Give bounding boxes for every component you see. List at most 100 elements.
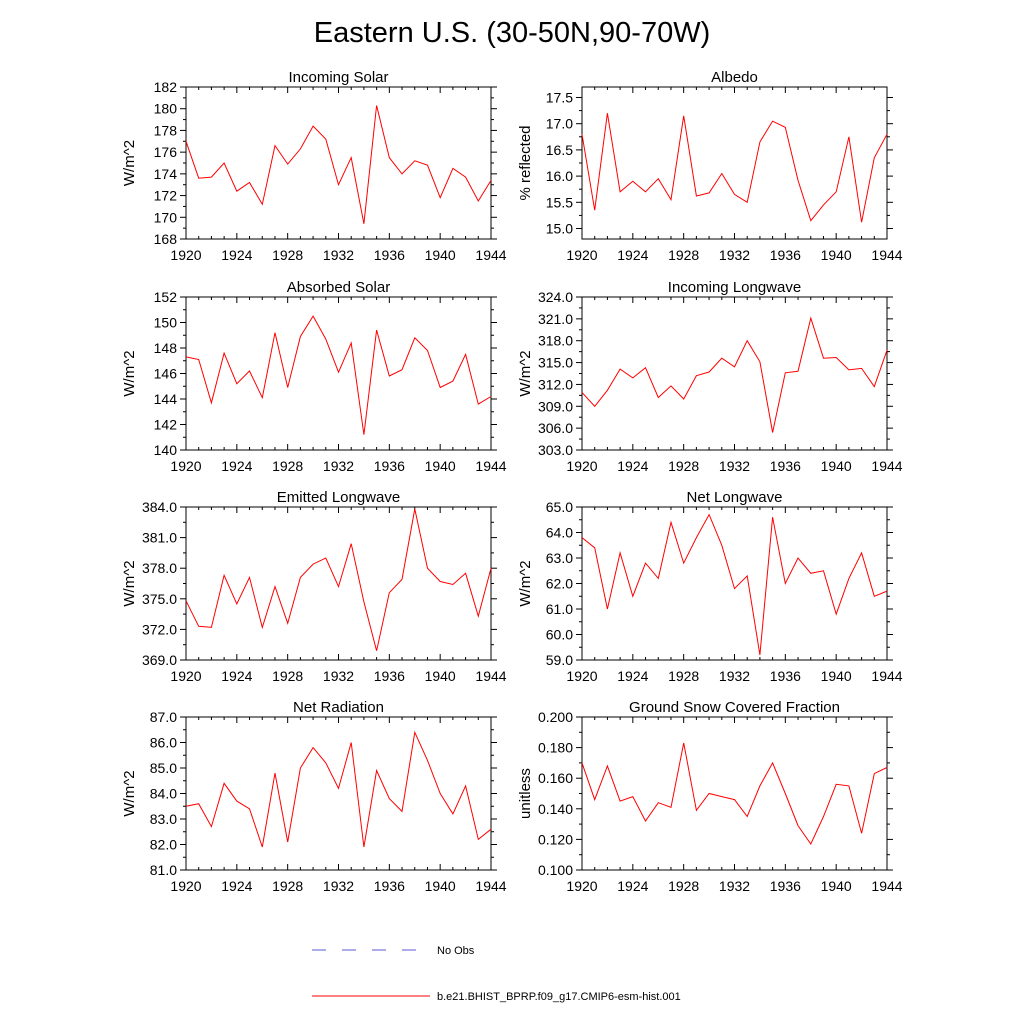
y-tick-label: 16.0 xyxy=(546,168,573,184)
y-tick-label: 84.0 xyxy=(150,786,177,802)
y-tick-label: 312.0 xyxy=(538,376,573,392)
y-tick-label: 369.0 xyxy=(142,652,177,668)
x-tick-label: 1944 xyxy=(871,878,902,894)
y-tick-label: 306.0 xyxy=(538,420,573,436)
legend: No Obs b.e21.BHIST_BPRP.f09_g17.CMIP6-es… xyxy=(312,945,681,1003)
series-line xyxy=(581,513,888,655)
y-tick-label: 60.0 xyxy=(546,627,573,643)
y-tick-label: 140 xyxy=(154,442,178,458)
y-axis-label: W/m^2 xyxy=(121,140,138,186)
y-tick-label: 148 xyxy=(154,340,178,356)
y-tick-label: 81.0 xyxy=(150,862,177,878)
y-tick-label: 85.0 xyxy=(150,760,177,776)
x-tick-label: 1944 xyxy=(475,878,506,894)
y-tick-label: 61.0 xyxy=(546,601,573,617)
panel-title: Emitted Longwave xyxy=(277,489,400,506)
panel-5: Net Longwave 1920 1924 1928 1932 1936 1940 1944… xyxy=(517,489,903,684)
x-tick-label: 1936 xyxy=(770,878,801,894)
y-tick-label: 315.0 xyxy=(538,355,573,371)
y-tick-label: 172 xyxy=(154,188,178,204)
series-line xyxy=(185,508,492,651)
x-tick-label: 1936 xyxy=(374,668,405,684)
panel-0: Incoming Solar 1920 1924 1928 1932 1936 1940 19… xyxy=(121,69,507,263)
x-tick-label: 1920 xyxy=(566,668,597,684)
x-tick-label: 1932 xyxy=(719,878,750,894)
x-tick-label: 1920 xyxy=(566,878,597,894)
y-tick-label: 381.0 xyxy=(142,530,177,546)
x-tick-label: 1940 xyxy=(425,878,456,894)
y-tick-label: 375.0 xyxy=(142,591,177,607)
legend-model-label: b.e21.BHIST_BPRP.f09_g17.CMIP6-esm-hist.… xyxy=(437,991,681,1003)
y-tick-label: 178 xyxy=(154,122,178,138)
x-tick-label: 1920 xyxy=(170,458,201,474)
y-tick-label: 0.180 xyxy=(538,740,573,756)
y-tick-label: 384.0 xyxy=(142,499,177,515)
panel-title: Absorbed Solar xyxy=(287,279,390,296)
x-tick-label: 1932 xyxy=(719,668,750,684)
x-tick-label: 1924 xyxy=(617,878,648,894)
y-tick-label: 378.0 xyxy=(142,560,177,576)
x-tick-label: 1936 xyxy=(374,878,405,894)
x-tick-label: 1924 xyxy=(221,247,252,263)
y-tick-label: 176 xyxy=(154,144,178,160)
y-tick-label: 15.5 xyxy=(546,194,573,210)
panel-3: Incoming Longwave 1920 1924 1928 1932 1936 194… xyxy=(517,279,903,474)
x-tick-label: 1932 xyxy=(323,247,354,263)
x-tick-label: 1940 xyxy=(821,878,852,894)
x-tick-label: 1944 xyxy=(871,458,902,474)
x-tick-label: 1940 xyxy=(425,668,456,684)
x-tick-label: 1924 xyxy=(617,668,648,684)
y-tick-label: 0.120 xyxy=(538,831,573,847)
panel-title: Incoming Solar xyxy=(288,69,388,86)
x-tick-label: 1924 xyxy=(221,458,252,474)
panel-1: Albedo 1920 1924 1928 1932 1936 1940 1944 15.0 15… xyxy=(517,69,903,263)
y-tick-label: 150 xyxy=(154,315,178,331)
x-tick-label: 1940 xyxy=(425,247,456,263)
y-axis-label: W/m^2 xyxy=(121,770,138,816)
y-axis-label: W/m^2 xyxy=(517,560,534,606)
x-tick-label: 1928 xyxy=(668,458,699,474)
y-tick-label: 168 xyxy=(154,231,178,247)
y-axis-label: W/m^2 xyxy=(121,350,138,396)
y-tick-label: 146 xyxy=(154,366,178,382)
x-tick-label: 1928 xyxy=(668,668,699,684)
legend-no-obs-label: No Obs xyxy=(437,945,475,957)
x-tick-label: 1940 xyxy=(821,458,852,474)
y-tick-label: 17.0 xyxy=(546,116,573,132)
x-tick-label: 1944 xyxy=(475,458,506,474)
x-tick-label: 1924 xyxy=(221,878,252,894)
panels-group: Incoming Solar 1920 1924 1928 1932 1936 1940 19… xyxy=(121,69,903,894)
y-tick-label: 309.0 xyxy=(538,398,573,414)
y-axis-label: W/m^2 xyxy=(121,560,138,606)
x-tick-label: 1936 xyxy=(374,247,405,263)
x-tick-label: 1928 xyxy=(668,247,699,263)
y-tick-label: 86.0 xyxy=(150,735,177,751)
y-tick-label: 65.0 xyxy=(546,499,573,515)
y-tick-label: 63.0 xyxy=(546,550,573,566)
x-tick-label: 1944 xyxy=(475,668,506,684)
series-line xyxy=(185,105,492,224)
x-tick-label: 1932 xyxy=(323,878,354,894)
y-tick-label: 324.0 xyxy=(538,289,573,305)
y-axis-label: % reflected xyxy=(517,125,534,200)
x-tick-label: 1932 xyxy=(323,458,354,474)
panel-2: Absorbed Solar 1920 1924 1928 1932 1936 1940 19… xyxy=(121,279,507,474)
y-tick-label: 62.0 xyxy=(546,576,573,592)
x-tick-label: 1928 xyxy=(668,878,699,894)
y-tick-label: 0.140 xyxy=(538,801,573,817)
series-line xyxy=(581,113,888,223)
plot-frame xyxy=(581,296,888,451)
y-tick-label: 318.0 xyxy=(538,333,573,349)
plot-frame xyxy=(185,296,492,451)
series-line xyxy=(185,315,492,435)
y-tick-label: 170 xyxy=(154,209,178,225)
x-tick-label: 1920 xyxy=(566,247,597,263)
x-tick-label: 1940 xyxy=(821,247,852,263)
x-tick-label: 1924 xyxy=(617,247,648,263)
x-tick-label: 1944 xyxy=(871,247,902,263)
plot-frame xyxy=(185,506,492,661)
x-tick-label: 1936 xyxy=(770,247,801,263)
y-tick-label: 144 xyxy=(154,391,178,407)
y-tick-label: 174 xyxy=(154,166,178,182)
plot-frame xyxy=(185,86,492,240)
